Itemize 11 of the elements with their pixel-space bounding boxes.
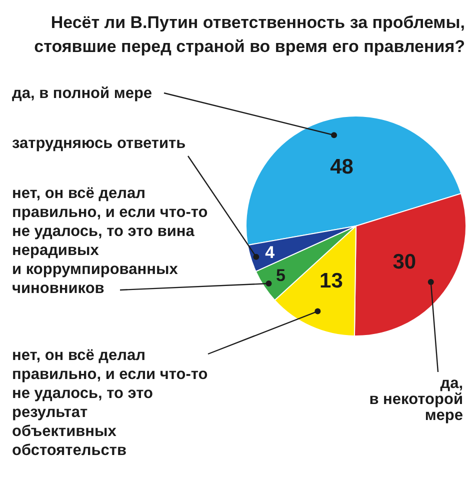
slice-label: нет, он всё делал правильно, и если что-то не удалось, то это результат объективных обстоятельств	[12, 347, 208, 459]
data-label: 5	[276, 266, 286, 286]
data-label: 30	[392, 250, 416, 274]
slice-label: затрудняюсь ответить	[12, 135, 186, 152]
data-label: 48	[330, 156, 354, 179]
data-label: 13	[320, 270, 343, 293]
slice-label: нет, он всё делал правильно, и если что-то не удалось, то это вина нерадивых и коррумпированных чиновников	[12, 185, 208, 297]
slice-label: да, в некоторой мере	[369, 375, 464, 424]
slice-label: да, в полной мере	[12, 85, 152, 102]
chart-title: Несёт ли В.Путин ответственность за проблемы, стоявшие перед страной во время его правления?	[34, 13, 465, 56]
data-label: 4	[265, 243, 276, 262]
